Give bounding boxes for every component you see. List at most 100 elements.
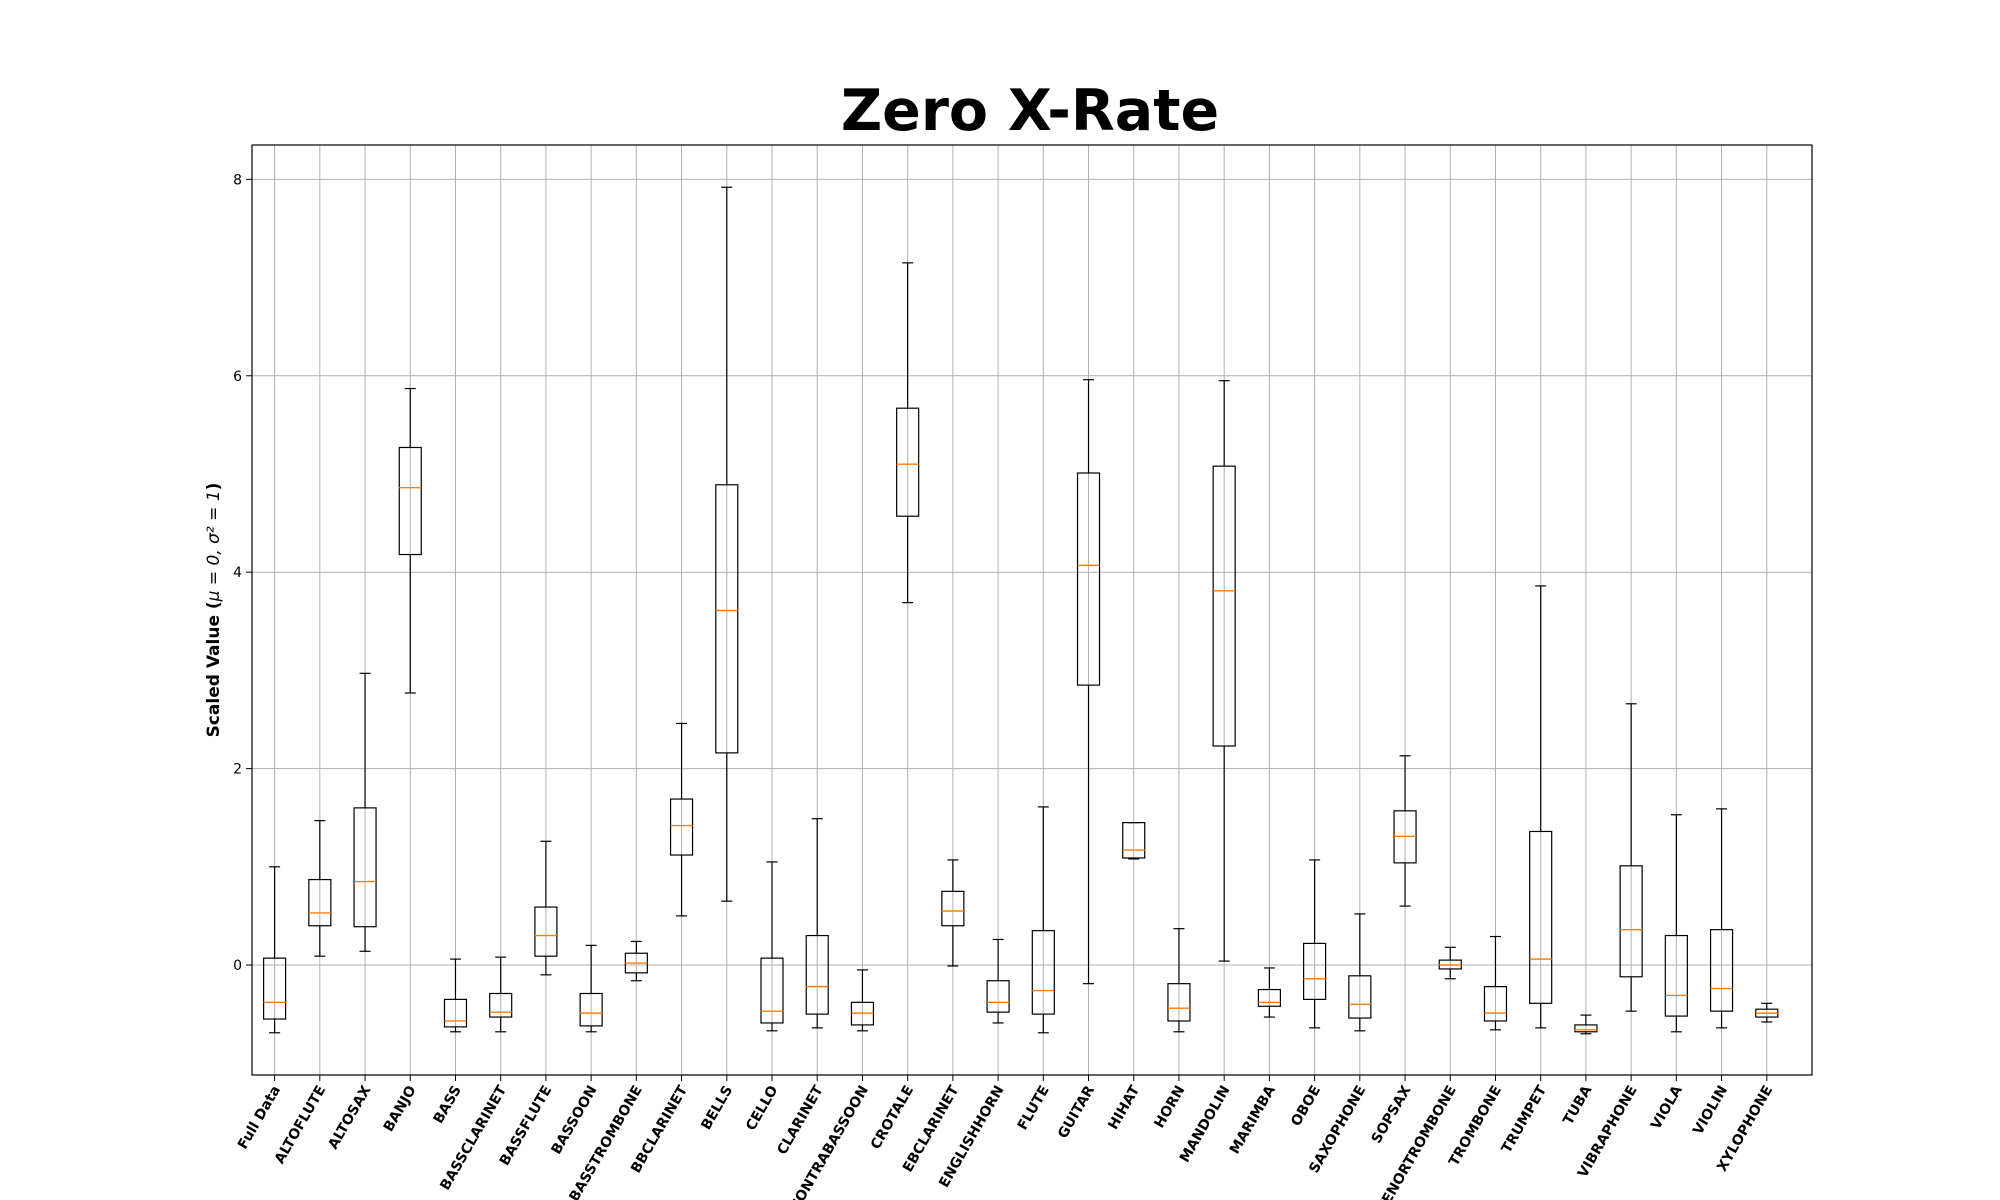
box-hihat	[1122, 822, 1146, 860]
box-horn	[1167, 928, 1191, 1033]
box-bassflute	[534, 840, 558, 976]
iqr-box-trombone	[1483, 986, 1508, 1022]
y-axis-label-math: μ = 0, σ² = 1	[204, 490, 224, 602]
iqr-box-mandolin	[1212, 465, 1236, 747]
box-trombone	[1483, 935, 1508, 1031]
axes-frame	[251, 144, 1813, 1076]
box-crotale	[896, 262, 920, 604]
box-vibraphone	[1619, 703, 1643, 1012]
box-full-data	[263, 866, 287, 1034]
iqr-box-guitar	[1076, 472, 1101, 686]
box-contrabassoon	[850, 969, 875, 1032]
box-bells	[715, 186, 739, 902]
box-trumpet	[1529, 585, 1553, 1029]
box-bass	[443, 958, 468, 1033]
box-cello	[760, 861, 784, 1032]
y-tick-label-6: 6	[233, 369, 242, 385]
iqr-box-bassclarinet	[489, 992, 513, 1018]
box-flute	[1031, 806, 1055, 1034]
iqr-box-oboe	[1303, 942, 1327, 1000]
x-tick-label-viola: VIOLA	[1648, 1083, 1686, 1132]
iqr-box-trumpet	[1529, 830, 1553, 1004]
box-bassclarinet	[489, 956, 513, 1033]
iqr-box-banjo	[398, 446, 422, 556]
box-banjo	[398, 387, 422, 694]
box-altoflute	[308, 820, 332, 957]
box-bbclarinet	[669, 722, 694, 917]
box-mandolin	[1212, 380, 1236, 962]
y-tick-label-8: 8	[233, 172, 242, 188]
x-tick-label-flute: FLUTE	[1015, 1083, 1053, 1133]
x-tick-label-violin: VIOLIN	[1690, 1083, 1731, 1138]
box-viola	[1664, 814, 1688, 1033]
x-tick-label-oboe: OBOE	[1288, 1083, 1324, 1129]
iqr-box-vibraphone	[1619, 865, 1643, 978]
iqr-box-violin	[1709, 929, 1734, 1012]
boxes	[263, 186, 1779, 1035]
iqr-box-englishhorn	[986, 980, 1010, 1013]
box-clarinet	[805, 818, 829, 1029]
iqr-box-tuba	[1574, 1024, 1598, 1033]
iqr-box-altoflute	[308, 878, 332, 927]
x-tick-label-hihat: HIHAT	[1105, 1083, 1143, 1133]
iqr-box-bassflute	[534, 906, 558, 957]
x-tick-label-contrabassoon: CONTRABASSOON	[787, 1083, 872, 1200]
iqr-box-bassoon	[579, 992, 603, 1027]
y-tick-label-2: 2	[233, 762, 242, 778]
x-tick-label-altosax: ALTOSAX	[325, 1083, 374, 1152]
x-tick-label-trumpet: TRUMPET	[1499, 1083, 1551, 1156]
chart-title: Zero X-Rate	[840, 78, 1220, 144]
x-tick-label-sopsax: SOPSAX	[1369, 1083, 1415, 1147]
x-tick-label-cello: CELLO	[743, 1083, 781, 1134]
x-tick-label-tenortrombone: TENORTROMBONE	[1374, 1083, 1459, 1200]
y-tick-label-4: 4	[233, 565, 242, 581]
x-tick-label-bass: BASS	[431, 1083, 465, 1127]
iqr-box-bbclarinet	[669, 798, 694, 856]
box-guitar	[1076, 379, 1101, 985]
iqr-box-marimba	[1257, 988, 1281, 1007]
box-ebclarinet	[941, 859, 965, 967]
x-tick-label-tuba: TUBA	[1560, 1083, 1595, 1128]
iqr-box-bells	[715, 484, 739, 754]
iqr-box-altosax	[353, 807, 377, 928]
iqr-box-hihat	[1122, 822, 1146, 859]
x-tick-label-clarinet: CLARINET	[774, 1083, 827, 1158]
box-xylophone	[1755, 1002, 1779, 1023]
y-axis-label: Scaled Value (μ = 0, σ² = 1)	[204, 483, 224, 738]
box-sopsax	[1393, 755, 1417, 907]
box-englishhorn	[986, 938, 1010, 1024]
iqr-box-bass	[443, 998, 468, 1028]
y-axis-label-suffix: )	[204, 483, 224, 491]
iqr-box-horn	[1167, 983, 1191, 1022]
x-tick-label-marimba: MARIMBA	[1227, 1083, 1279, 1157]
x-tick-label-crotale: CROTALE	[868, 1083, 917, 1152]
iqr-box-full-data	[263, 957, 287, 1020]
grid-lines	[252, 145, 1812, 1075]
x-tick-label-full-data: Full Data	[235, 1083, 284, 1152]
box-marimba	[1257, 967, 1281, 1018]
box-altosax	[353, 672, 377, 952]
box-tuba	[1574, 1014, 1598, 1035]
iqr-box-ebclarinet	[941, 890, 965, 927]
x-tick-label-bassoon: BASSOON	[548, 1083, 600, 1157]
box-basstrombone	[624, 940, 648, 982]
box-bassoon	[579, 944, 603, 1033]
y-tick-label-0: 0	[233, 958, 242, 974]
box-oboe	[1303, 859, 1327, 1029]
x-tick-label-horn: HORN	[1152, 1083, 1189, 1131]
box-tenortrombone	[1438, 946, 1462, 980]
y-axis: 0 2 4 6 8	[233, 172, 252, 974]
x-tick-label-guitar: GUITAR	[1055, 1083, 1098, 1142]
iqr-box-saxophone	[1348, 975, 1372, 1019]
box-saxophone	[1348, 913, 1372, 1032]
x-tick-label-bells: BELLS	[698, 1083, 736, 1133]
iqr-box-flute	[1031, 930, 1055, 1015]
x-tick-label-banjo: BANJO	[381, 1083, 420, 1135]
iqr-box-cello	[760, 957, 784, 1024]
iqr-box-crotale	[896, 407, 920, 517]
iqr-box-clarinet	[805, 934, 829, 1015]
box-violin	[1709, 808, 1734, 1029]
iqr-box-viola	[1664, 934, 1688, 1017]
